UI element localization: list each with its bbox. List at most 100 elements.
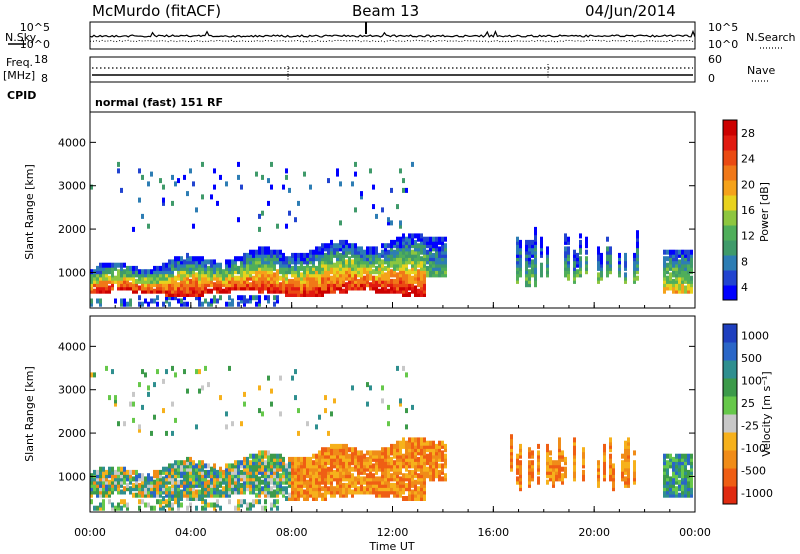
heatmap-cell <box>252 259 255 265</box>
heatmap-cell <box>573 272 576 278</box>
heatmap-cell <box>309 275 312 281</box>
heatmap-cell <box>576 269 579 275</box>
heatmap-cell <box>138 427 141 433</box>
heatmap-cell <box>618 252 621 258</box>
heatmap-cell <box>273 476 276 482</box>
heatmap-cell <box>441 236 444 242</box>
colorbar-segment <box>723 342 737 361</box>
heatmap-cell <box>102 502 105 508</box>
heatmap-cell <box>261 469 264 475</box>
heatmap-cell <box>558 440 561 446</box>
heatmap-cell <box>120 262 123 268</box>
heatmap-cell <box>147 482 150 488</box>
heatmap-cell <box>564 239 567 245</box>
heatmap-cell <box>600 259 603 265</box>
heatmap-cell <box>126 275 129 281</box>
heatmap-cell <box>144 282 147 288</box>
colorbar-segment <box>723 180 737 196</box>
heatmap-cell <box>423 437 426 443</box>
heatmap-cell <box>288 278 291 284</box>
heatmap-cell <box>240 298 243 304</box>
heatmap-cell <box>672 489 675 495</box>
heatmap-cell <box>432 440 435 446</box>
heatmap-cell <box>189 460 192 466</box>
heatmap-cell <box>264 246 267 252</box>
heatmap-cell <box>171 479 174 485</box>
heatmap-cell <box>201 505 204 511</box>
heatmap-cell <box>288 210 291 216</box>
heatmap-cell <box>285 269 288 275</box>
heatmap-cell <box>291 486 294 492</box>
heatmap-cell <box>195 292 198 297</box>
heatmap-cell <box>336 469 339 475</box>
colorbar-segment <box>723 270 737 286</box>
heatmap-cell <box>435 269 438 275</box>
heatmap-cell <box>255 453 258 459</box>
heatmap-cell <box>135 473 138 479</box>
heatmap-cell <box>339 262 342 268</box>
heatmap-cell <box>399 453 402 459</box>
heatmap-cell <box>369 259 372 265</box>
heatmap-cell <box>183 282 186 288</box>
heatmap-cell <box>198 259 201 265</box>
heatmap-cell <box>330 473 333 479</box>
heatmap-cell <box>384 447 387 453</box>
heatmap-cell <box>174 285 177 291</box>
heatmap-cell <box>297 482 300 488</box>
heatmap-cell <box>258 262 261 268</box>
heatmap-cell <box>213 295 216 301</box>
heatmap-cell <box>369 168 372 174</box>
heatmap-cell <box>585 249 588 255</box>
heatmap-cell <box>684 262 687 268</box>
heatmap-cell <box>267 259 270 265</box>
heatmap-cell <box>612 486 615 492</box>
heatmap-cell <box>321 447 324 453</box>
heatmap-cell <box>339 456 342 462</box>
heatmap-cell <box>423 447 426 453</box>
heatmap-cell <box>393 492 396 498</box>
heatmap-cell <box>417 456 420 462</box>
heatmap-cell <box>327 249 330 255</box>
heatmap-cell <box>420 469 423 475</box>
heatmap-cell <box>333 288 336 294</box>
heatmap-cell <box>417 246 420 252</box>
heatmap-cell <box>249 482 252 488</box>
heatmap-cell <box>402 265 405 271</box>
heatmap-cell <box>573 450 576 456</box>
heatmap-cell <box>339 443 342 449</box>
heatmap-cell <box>399 275 402 281</box>
heatmap-cell <box>288 187 291 193</box>
heatmap-cell <box>636 236 639 242</box>
heatmap-cell <box>597 252 600 258</box>
heatmap-cell <box>324 262 327 268</box>
heatmap-cell <box>519 476 522 482</box>
heatmap-cell <box>285 476 288 482</box>
heatmap-cell <box>663 489 666 495</box>
colorbar-tick-label: 4 <box>741 281 748 294</box>
heatmap-cell <box>675 469 678 475</box>
heatmap-cell <box>405 252 408 258</box>
heatmap-cell <box>312 275 315 281</box>
heatmap-cell <box>333 275 336 281</box>
heatmap-cell <box>561 479 564 485</box>
heatmap-cell <box>246 479 249 485</box>
heatmap-cell <box>375 265 378 271</box>
heatmap-cell <box>249 469 252 475</box>
heatmap-cell <box>204 269 207 275</box>
heatmap-cell <box>105 269 108 275</box>
heatmap-cell <box>354 246 357 252</box>
heatmap-cell <box>423 246 426 252</box>
heatmap-cell <box>396 278 399 284</box>
heatmap-cell <box>387 272 390 278</box>
heatmap-cell <box>180 285 183 291</box>
heatmap-cell <box>321 453 324 459</box>
heatmap-cell <box>201 469 204 475</box>
heatmap-cell <box>264 295 267 301</box>
heatmap-cell <box>369 450 372 456</box>
heatmap-cell <box>309 285 312 291</box>
heatmap-cell <box>369 252 372 258</box>
heatmap-cell <box>99 278 102 284</box>
heatmap-cell <box>360 479 363 485</box>
heatmap-cell <box>354 466 357 472</box>
heatmap-cell <box>579 272 582 278</box>
